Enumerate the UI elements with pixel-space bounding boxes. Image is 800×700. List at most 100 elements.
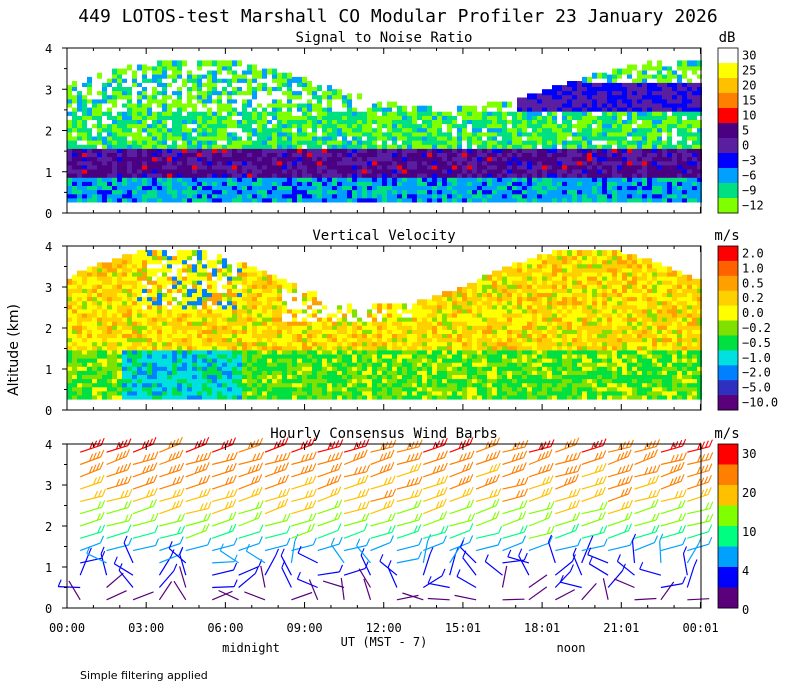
heatmap-cell <box>217 352 222 359</box>
heatmap-cell <box>87 377 92 384</box>
heatmap-cell <box>162 389 167 396</box>
heatmap-cell <box>147 266 152 273</box>
heatmap-cell <box>277 188 282 195</box>
heatmap-cell <box>167 105 172 112</box>
heatmap-cell <box>252 72 257 79</box>
heatmap-cell <box>77 336 82 343</box>
heatmap-cell <box>77 180 82 186</box>
heatmap-cell <box>142 72 147 79</box>
heatmap-cell <box>467 109 472 116</box>
heatmap-cell <box>307 101 312 108</box>
heatmap-cell <box>327 130 332 137</box>
heatmap-cell <box>662 114 667 120</box>
heatmap-cell <box>82 155 87 162</box>
heatmap-cell <box>187 352 192 359</box>
heatmap-cell <box>227 151 232 158</box>
heatmap-cell <box>217 85 222 92</box>
heatmap-cell <box>67 311 72 318</box>
heatmap-cell <box>187 369 192 375</box>
heatmap-cell <box>297 155 302 162</box>
heatmap-cell <box>177 332 182 339</box>
heatmap-cell <box>662 159 667 166</box>
heatmap-cell <box>692 109 697 116</box>
heatmap-cell <box>622 109 627 116</box>
heatmap-cell <box>117 287 122 293</box>
heatmap-cell <box>307 192 312 199</box>
heatmap-cell <box>227 262 232 269</box>
heatmap-cell <box>577 175 582 182</box>
heatmap-cell <box>187 278 192 285</box>
heatmap-cell <box>437 159 442 166</box>
heatmap-cell <box>652 93 657 100</box>
heatmap-cell <box>282 180 287 186</box>
heatmap-cell <box>182 385 187 392</box>
heatmap-cell <box>537 118 542 125</box>
heatmap-cell <box>282 134 287 141</box>
heatmap-cell <box>67 184 72 191</box>
heatmap-cell <box>107 323 112 330</box>
heatmap-cell <box>87 196 92 203</box>
heatmap-cell <box>207 328 212 334</box>
heatmap-cell <box>647 175 652 182</box>
heatmap-cell <box>667 85 672 92</box>
heatmap-cell <box>602 76 607 83</box>
heatmap-cell <box>647 184 652 191</box>
heatmap-cell <box>522 188 527 195</box>
heatmap-cell <box>347 180 352 186</box>
heatmap-cell <box>302 118 307 125</box>
heatmap-cell <box>607 122 612 129</box>
heatmap-cell <box>67 97 72 104</box>
heatmap-cell <box>337 155 342 162</box>
heatmap-cell <box>252 159 257 166</box>
heatmap-cell <box>697 109 702 116</box>
heatmap-cell <box>632 68 637 75</box>
heatmap-cell <box>587 76 592 83</box>
heatmap-cell <box>662 118 667 125</box>
heatmap-cell <box>647 159 652 166</box>
heatmap-cell <box>527 196 532 203</box>
heatmap-cell <box>282 114 287 120</box>
heatmap-cell <box>282 93 287 100</box>
heatmap-cell <box>262 192 267 199</box>
heatmap-cell <box>232 340 237 347</box>
heatmap-cell <box>187 291 192 298</box>
heatmap-cell <box>142 323 147 330</box>
heatmap-cell <box>357 105 362 112</box>
heatmap-cell <box>162 68 167 75</box>
heatmap-cell <box>592 85 597 92</box>
heatmap-cell <box>112 147 117 153</box>
heatmap-cell <box>97 188 102 195</box>
heatmap-cell <box>217 134 222 141</box>
heatmap-cell <box>252 122 257 129</box>
heatmap-cell <box>182 299 187 306</box>
heatmap-cell <box>187 258 192 265</box>
heatmap-cell <box>432 163 437 170</box>
heatmap-cell <box>252 196 257 203</box>
heatmap-cell <box>232 369 237 375</box>
heatmap-cell <box>652 122 657 129</box>
heatmap-cell <box>437 122 442 129</box>
heatmap-cell <box>407 109 412 116</box>
heatmap-cell <box>292 147 297 153</box>
heatmap-cell <box>392 101 397 108</box>
heatmap-cell <box>152 122 157 129</box>
heatmap-cell <box>167 159 172 166</box>
heatmap-cell <box>377 122 382 129</box>
heatmap-cell <box>367 163 372 170</box>
heatmap-cell <box>552 155 557 162</box>
heatmap-cell <box>472 175 477 182</box>
heatmap-cell <box>102 81 107 87</box>
heatmap-cell <box>257 151 262 158</box>
heatmap-cell <box>547 175 552 182</box>
heatmap-cell <box>292 192 297 199</box>
heatmap-cell <box>592 142 597 149</box>
heatmap-cell <box>442 188 447 195</box>
heatmap-cell <box>392 142 397 149</box>
heatmap-cell <box>82 299 87 306</box>
heatmap-cell <box>602 109 607 116</box>
heatmap-cell <box>572 175 577 182</box>
heatmap-cell <box>652 151 657 158</box>
heatmap-cell <box>472 105 477 112</box>
heatmap-cell <box>67 122 72 129</box>
heatmap-cell <box>222 311 227 318</box>
